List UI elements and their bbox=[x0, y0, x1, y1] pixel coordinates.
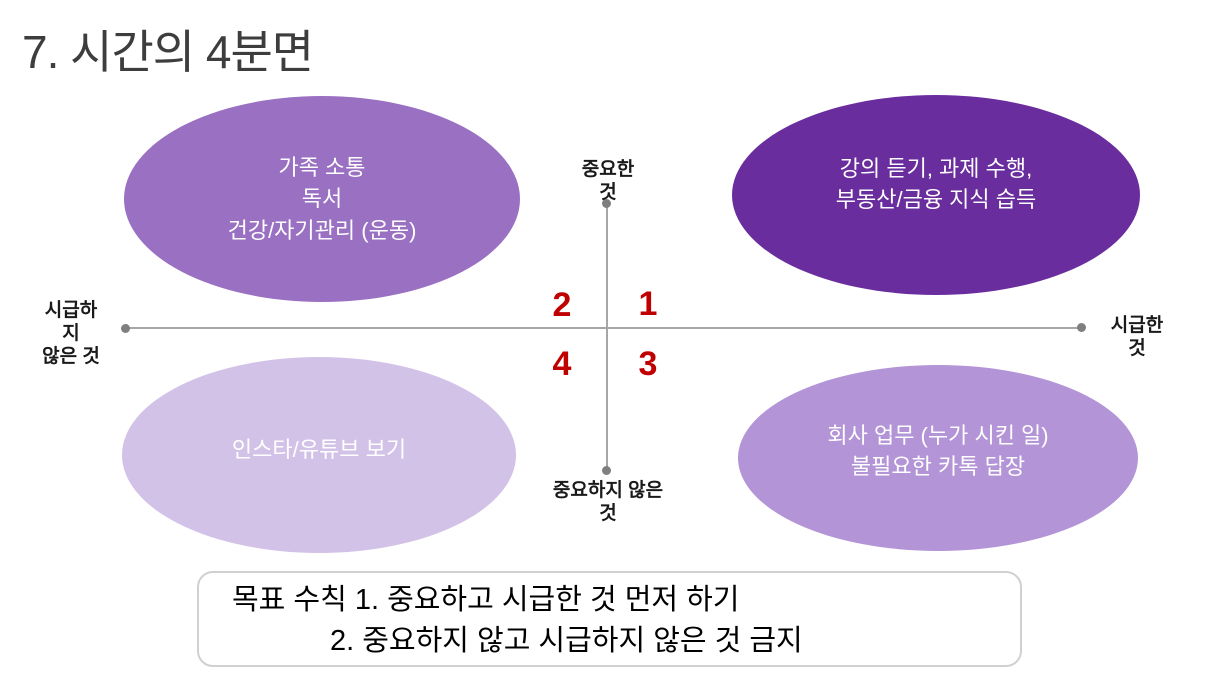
axis-label-line: 지 bbox=[62, 323, 80, 345]
page-title: 7. 시간의 4분면 bbox=[22, 26, 314, 78]
axis-label-line: 중요한 bbox=[581, 159, 635, 180]
axis-label-line: 것 bbox=[599, 182, 617, 204]
axis-endpoint-dot-bottom bbox=[602, 466, 611, 475]
quadrant-number-1: 1 bbox=[638, 285, 658, 323]
ellipse-text-line: 가족 소통 bbox=[278, 155, 366, 181]
axis-label-not-urgent: 시급하 지 않은 것 bbox=[42, 299, 100, 369]
ellipse-text-line: 독서 bbox=[301, 186, 343, 212]
ellipse-urgent-not-important: 회사 업무 (누가 시킨 일) 불필요한 카톡 답장 bbox=[738, 365, 1138, 551]
axis-endpoint-dot-right bbox=[1077, 323, 1086, 332]
axis-horizontal-line bbox=[127, 327, 1079, 329]
ellipse-text-line: 불필요한 카톡 답장 bbox=[850, 454, 1026, 479]
quadrant-number-4: 4 bbox=[552, 345, 572, 383]
axis-label-line: 않은 것 bbox=[42, 346, 100, 368]
quadrant-number-2: 2 bbox=[552, 286, 572, 324]
ellipse-text-line: 부동산/금융 지식 습득 bbox=[835, 187, 1037, 212]
ellipse-text-line: 회사 업무 (누가 시킨 일) bbox=[827, 422, 1049, 448]
axis-label-line: 것 bbox=[599, 503, 617, 525]
ellipse-not-urgent-important: 가족 소통 독서 건강/자기관리 (운동) bbox=[124, 96, 520, 302]
ellipse-text-line: 강의 듣기, 과제 수행, bbox=[839, 155, 1033, 181]
quadrant-number-3: 3 bbox=[638, 345, 658, 383]
ellipse-text-line: 인스타/유튜브 보기 bbox=[231, 437, 407, 463]
axis-vertical-line bbox=[606, 205, 608, 469]
axis-label-line: 중요하지 않은 bbox=[552, 480, 664, 501]
rules-line-2: 2. 중요하지 않고 시급하지 않은 것 금지 bbox=[330, 625, 803, 657]
axis-label-line: 시급하 bbox=[44, 300, 98, 321]
rules-line-1: 목표 수칙 1. 중요하고 시급한 것 먼저 하기 bbox=[232, 584, 740, 616]
rules-box: 목표 수칙 1. 중요하고 시급한 것 먼저 하기 2. 중요하지 않고 시급하… bbox=[197, 571, 1022, 667]
ellipse-urgent-important: 강의 듣기, 과제 수행, 부동산/금융 지식 습득 bbox=[732, 95, 1140, 295]
axis-endpoint-dot-left bbox=[121, 324, 130, 333]
axis-label-line: 시급한 bbox=[1110, 315, 1164, 336]
ellipse-not-urgent-not-important: 인스타/유튜브 보기 bbox=[122, 357, 516, 553]
axis-label-line: 것 bbox=[1128, 338, 1146, 360]
axis-endpoint-dot-top bbox=[602, 199, 611, 208]
axis-label-important: 중요한 것 bbox=[582, 158, 634, 204]
axis-label-urgent: 시급한 것 bbox=[1111, 314, 1163, 360]
ellipse-text-line: 건강/자기관리 (운동) bbox=[227, 217, 417, 243]
axis-label-not-important: 중요하지 않은 것 bbox=[553, 479, 663, 525]
